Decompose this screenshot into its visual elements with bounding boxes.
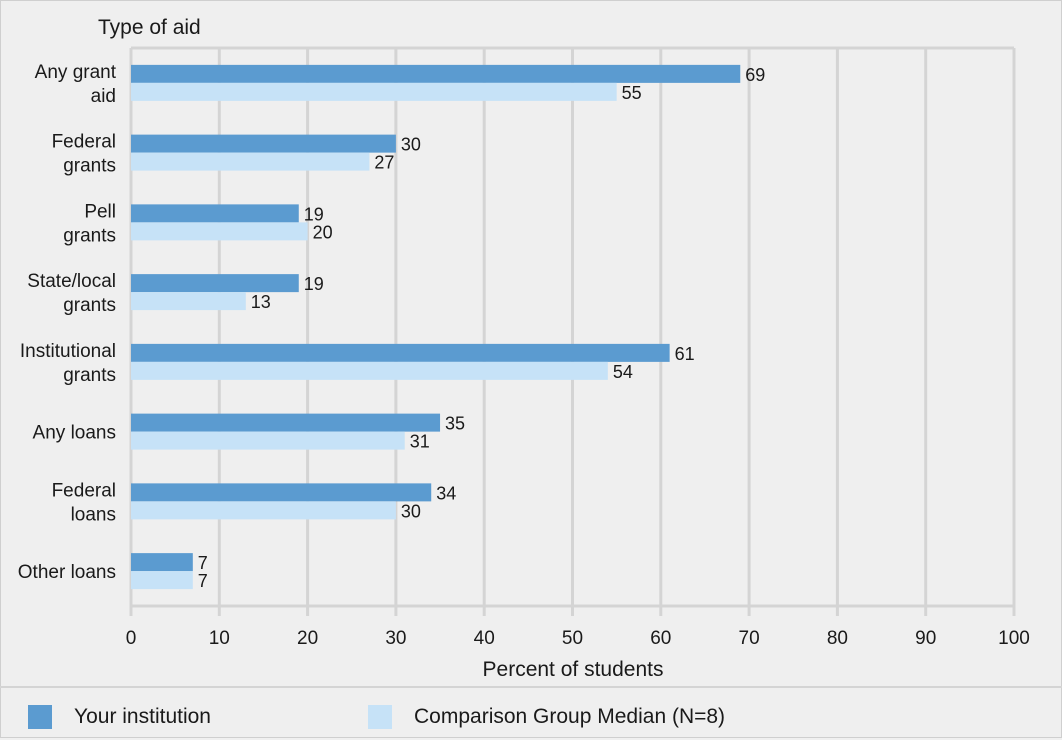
- x-tick-label-0: 0: [126, 628, 137, 649]
- x-tick-label-40: 40: [474, 628, 495, 649]
- data-label-comparison-7: 7: [198, 571, 208, 591]
- x-tick-label-10: 10: [209, 628, 230, 649]
- data-label-institution-1: 30: [401, 135, 421, 155]
- data-label-institution-2: 19: [304, 204, 324, 224]
- category-label-1-line-1: grants: [63, 156, 116, 177]
- legend-label-comparison-group: Comparison Group Median (N=8): [414, 705, 726, 728]
- data-label-comparison-1: 27: [374, 153, 394, 173]
- data-label-comparison-6: 30: [401, 501, 421, 521]
- legend-item-your-institution: Your institution: [28, 704, 211, 730]
- bar-comparison-6: [131, 501, 396, 520]
- category-label-2-line-0: Pell: [84, 201, 116, 222]
- data-label-institution-7: 7: [198, 553, 208, 573]
- category-labels: Any grant aid Federal grants Pell grants State…: [18, 62, 117, 583]
- x-tick-labels: 0 10 20 30 40 50 60 70 80 90 100: [126, 628, 1030, 649]
- grid-lines: [129, 46, 1016, 616]
- data-label-comparison-2: 20: [313, 222, 333, 242]
- data-label-institution-4: 61: [675, 344, 695, 364]
- x-axis-title: Percent of students: [483, 658, 664, 681]
- x-tick-label-70: 70: [739, 628, 760, 649]
- data-label-institution-3: 19: [304, 274, 324, 294]
- bar-comparison-2: [131, 222, 308, 241]
- category-label-5-line-0: Any loans: [33, 423, 116, 444]
- category-label-3-line-0: State/local: [27, 271, 116, 292]
- x-tick-label-50: 50: [562, 628, 583, 649]
- category-label-3-line-1: grants: [63, 295, 116, 316]
- bar-comparison-4: [131, 361, 608, 380]
- bar-comparison-0: [131, 82, 617, 101]
- bar-comparison-5: [131, 431, 405, 450]
- bar-comparison-1: [131, 152, 370, 171]
- category-label-1-line-0: Federal: [52, 132, 116, 153]
- data-label-comparison-4: 54: [613, 362, 633, 382]
- legend-swatch-comparison-group: [368, 705, 392, 729]
- legend-item-comparison-group: Comparison Group Median (N=8): [368, 704, 725, 730]
- bar-comparison-7: [131, 571, 193, 590]
- x-tick-label-30: 30: [385, 628, 406, 649]
- data-label-comparison-0: 55: [622, 83, 642, 103]
- data-label-institution-0: 69: [745, 65, 765, 85]
- x-tick-label-100: 100: [998, 628, 1030, 649]
- data-label-comparison-5: 31: [410, 432, 430, 452]
- bar-institution-1: [131, 134, 396, 153]
- bar-institution-0: [131, 64, 741, 83]
- category-label-6-line-1: loans: [71, 504, 116, 525]
- category-label-6-line-0: Federal: [52, 480, 116, 501]
- bar-comparison-3: [131, 292, 246, 311]
- bar-institution-7: [131, 553, 193, 572]
- legend: Your institution Comparison Group Median…: [0, 686, 1062, 740]
- bar-institution-3: [131, 274, 299, 293]
- x-tick-label-90: 90: [915, 628, 936, 649]
- category-label-4-line-1: grants: [63, 365, 116, 386]
- data-label-institution-5: 35: [445, 414, 465, 434]
- x-tick-label-20: 20: [297, 628, 318, 649]
- bar-institution-4: [131, 343, 670, 362]
- bar-institution-6: [131, 483, 432, 502]
- y-axis-title: Type of aid: [98, 16, 201, 39]
- data-label-institution-6: 34: [436, 483, 456, 503]
- category-label-0-line-0: Any grant: [35, 62, 117, 83]
- category-label-0-line-1: aid: [91, 86, 116, 107]
- category-label-4-line-0: Institutional: [20, 341, 116, 362]
- x-tick-label-60: 60: [650, 628, 671, 649]
- x-tick-label-80: 80: [827, 628, 848, 649]
- category-label-7-line-0: Other loans: [18, 562, 116, 583]
- bar-institution-5: [131, 413, 441, 432]
- bar-chart: Type of aid 6955302719201913615435313430…: [18, 16, 1030, 681]
- legend-swatch-your-institution: [28, 705, 52, 729]
- legend-label-your-institution: Your institution: [74, 705, 211, 728]
- category-label-2-line-1: grants: [63, 225, 116, 246]
- bar-institution-2: [131, 204, 299, 223]
- data-label-comparison-3: 13: [251, 292, 271, 312]
